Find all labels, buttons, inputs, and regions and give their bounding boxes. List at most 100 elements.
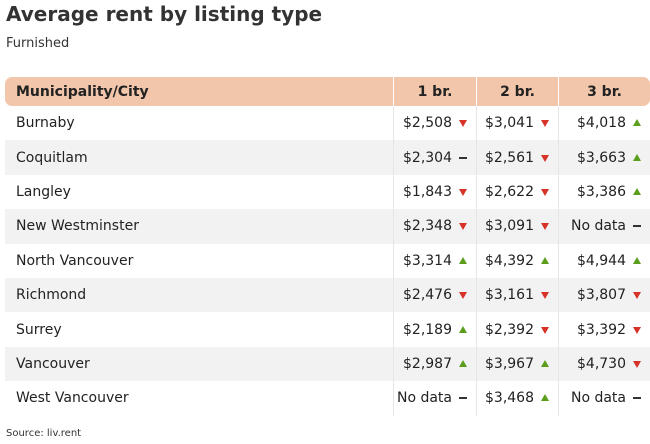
rent-value: $3,091 [485,218,534,235]
trend-up [632,153,642,163]
city-name: Burnaby [16,115,75,132]
subtitle: Furnished [6,36,70,51]
rent-cell: No data [558,209,650,244]
rent-cell: $4,392 [476,243,558,278]
rent-value: $4,392 [485,252,534,269]
city-name: Coquitlam [16,149,88,166]
rent-value: $2,561 [485,149,534,166]
rent-cell: No data [558,381,650,416]
column-header: 2 br. [476,77,558,106]
trend-up [540,256,550,266]
city-name: Richmond [16,287,87,304]
rent-value: $4,730 [577,355,626,372]
rent-value: $3,807 [577,287,626,304]
trend-down [458,118,468,128]
trend-flat [458,153,468,163]
trend-up [458,359,468,369]
rent-value: $2,476 [403,287,452,304]
rent-cell: $3,807 [558,277,650,313]
column-header: 1 br. [393,77,476,106]
column-header: Municipality/City [16,83,149,100]
rent-cell: $3,314 [393,243,476,278]
rent-cell: $2,392 [476,312,558,347]
rent-cell: $4,018 [558,106,650,141]
trend-down [632,290,642,300]
rent-value: $3,468 [485,390,534,407]
trend-down [540,118,550,128]
city-name: Langley [16,183,71,200]
trend-flat [458,393,468,403]
trend-up [632,118,642,128]
trend-up [632,187,642,197]
rent-value: $3,967 [485,355,534,372]
source: Source: liv.rent [6,428,82,439]
rent-value: $4,018 [577,115,626,132]
trend-down [540,290,550,300]
table: Municipality/City 1 br. 2 br. 3 br. Burnaby $… [5,77,650,416]
rent-cell: $3,041 [476,106,558,141]
rent-value: $4,944 [577,252,626,269]
rent-value: $2,987 [403,355,452,372]
rent-cell: $2,561 [476,140,558,175]
header-row: Municipality/City 1 br. 2 br. 3 br. [5,77,650,106]
trend-down [458,290,468,300]
title: Average rent by listing type [6,2,323,26]
table-row: Langley $1,843 $2,622 $3,386 [5,174,650,210]
rent-value: $3,386 [577,183,626,200]
city-name: Vancouver [16,355,90,372]
rent-value: $3,161 [485,287,534,304]
rent-value: $2,348 [403,218,452,235]
rent-value: No data [570,390,626,407]
trend-up [540,393,550,403]
rent-value: $2,304 [403,149,452,166]
rent-cell: $2,987 [393,346,476,382]
table-row: West Vancouver No data $3,468 No data [5,381,650,416]
trend-down [540,221,550,231]
trend-up [458,325,468,335]
trend-down [632,359,642,369]
rent-value: $3,041 [485,115,534,132]
rent-value: $1,843 [403,183,452,200]
rent-cell: $2,508 [393,106,476,141]
rent-cell: $3,468 [476,381,558,416]
column-header: 3 br. [558,77,650,106]
rent-cell: $3,161 [476,277,558,313]
trend-down [458,187,468,197]
rent-cell: $3,392 [558,312,650,347]
rent-value: $2,189 [403,321,452,338]
table-row: North Vancouver $3,314 $4,392 $4,944 [5,243,650,278]
rent-cell: $2,622 [476,174,558,210]
rent-cell: No data [393,381,476,416]
rent-value: $2,392 [485,321,534,338]
city-name: West Vancouver [16,390,129,407]
trend-down [632,325,642,335]
trend-up [632,256,642,266]
city-name: North Vancouver [16,252,134,269]
city-name: Surrey [16,321,62,338]
trend-up [458,256,468,266]
rent-cell: $2,348 [393,209,476,244]
rent-cell: $3,967 [476,346,558,382]
table-row: Surrey $2,189 $2,392 $3,392 [5,312,650,347]
rent-cell: $3,386 [558,174,650,210]
rent-cell: $3,663 [558,140,650,175]
table-row: Richmond $2,476 $3,161 $3,807 [5,277,650,313]
rent-value: No data [396,390,452,407]
rent-value: $2,508 [403,115,452,132]
table-row: Burnaby $2,508 $3,041 $4,018 [5,106,650,141]
trend-down [540,325,550,335]
trend-down [540,187,550,197]
rent-cell: $4,730 [558,346,650,382]
rent-value: $2,622 [485,183,534,200]
rent-cell: $1,843 [393,174,476,210]
trend-down [540,153,550,163]
rent-value: $3,663 [577,149,626,166]
rent-value: $3,392 [577,321,626,338]
rent-cell: $2,304 [393,140,476,175]
rent-cell: $3,091 [476,209,558,244]
rent-cell: $2,189 [393,312,476,347]
rent-cell: $2,476 [393,277,476,313]
trend-flat [632,393,642,403]
trend-flat [632,221,642,231]
